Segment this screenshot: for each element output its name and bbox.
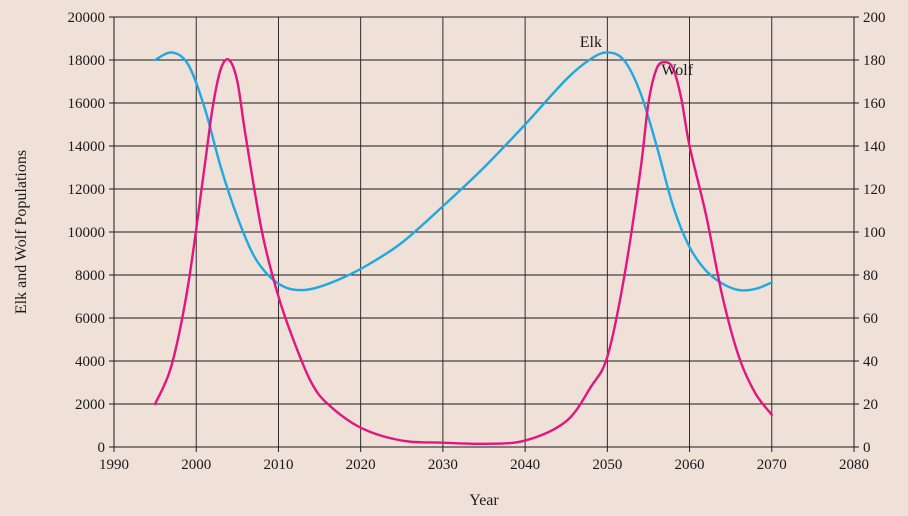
x-tick-label: 2010 <box>263 457 293 473</box>
y-tick-label-left: 6000 <box>75 311 105 327</box>
ticks: 1990 2000 2010 2020 2030 2040 2050 2060 2070 2080… <box>68 10 886 473</box>
y-tick-label-right: 140 <box>863 139 886 155</box>
y-tick-label-left: 20000 <box>68 10 106 26</box>
series-line-elk <box>153 51 773 292</box>
x-tick-label: 2030 <box>428 457 458 473</box>
y-tick-label-left: 12000 <box>68 182 106 198</box>
series-lines <box>153 51 773 446</box>
series-label-wolf: Wolf <box>661 62 693 79</box>
y-tick-label-right: 0 <box>863 440 871 456</box>
x-tick-label: 2000 <box>181 457 211 473</box>
y-tick-label-right: 180 <box>863 53 886 69</box>
y-tick-label-left: 10000 <box>68 225 106 241</box>
x-tick-label: 2050 <box>592 457 622 473</box>
series-label-elk: Elk <box>580 34 602 51</box>
x-tick-label: 2070 <box>757 457 787 473</box>
y-tick-label-right: 160 <box>863 96 886 112</box>
y-tick-label-right: 100 <box>863 225 886 241</box>
x-tick-label: 2020 <box>346 457 376 473</box>
grid <box>113 16 855 448</box>
y-tick-label-left: 14000 <box>68 139 106 155</box>
series-line-wolf <box>153 58 773 446</box>
y-axis-title: Elk and Wolf Populations <box>13 150 30 314</box>
labels: Elk Wolf <box>580 34 694 79</box>
y-tick-label-right: 200 <box>863 10 886 26</box>
y-tick-label-left: 2000 <box>75 397 105 413</box>
x-tick-label: 2060 <box>675 457 705 473</box>
y-tick-label-right: 40 <box>863 354 878 370</box>
y-tick-label-left: 18000 <box>68 53 106 69</box>
y-tick-label-left: 8000 <box>75 268 105 284</box>
x-tick-label: 2080 <box>839 457 869 473</box>
y-tick-label-right: 60 <box>863 311 878 327</box>
x-tick-label: 1990 <box>99 457 129 473</box>
y-tick-label-right: 20 <box>863 397 878 413</box>
x-tick-label: 2040 <box>510 457 540 473</box>
y-tick-label-right: 120 <box>863 182 886 198</box>
y-tick-label-left: 16000 <box>68 96 106 112</box>
y-tick-label-left: 4000 <box>75 354 105 370</box>
y-tick-label-right: 80 <box>863 268 878 284</box>
y-tick-label-left: 0 <box>98 440 106 456</box>
x-axis-title: Year <box>469 492 499 509</box>
